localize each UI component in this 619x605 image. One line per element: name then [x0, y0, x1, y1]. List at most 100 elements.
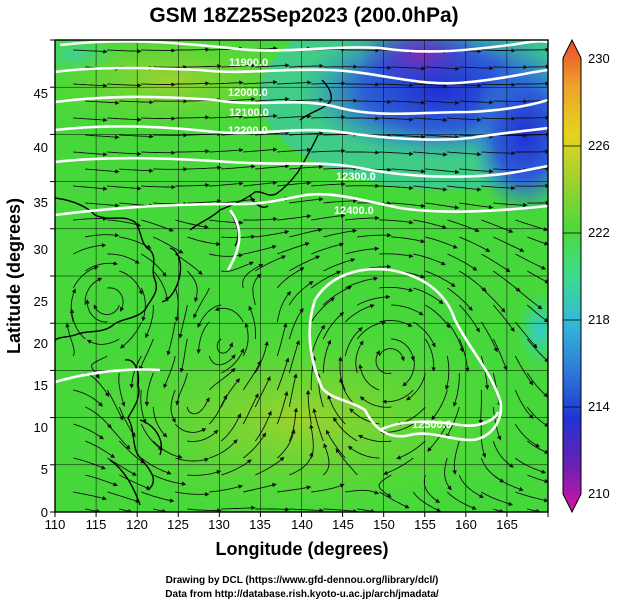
- streamline: [187, 165, 222, 170]
- streamline: [458, 304, 480, 333]
- streamline: [458, 474, 484, 498]
- streamline: [356, 320, 387, 340]
- streamline: [425, 100, 460, 106]
- x-tick-label: 135: [249, 517, 271, 532]
- streamline: [186, 397, 210, 415]
- streamline: [527, 474, 548, 484]
- streamline: [289, 97, 324, 102]
- streamline: [514, 321, 538, 349]
- streamline: [73, 491, 107, 501]
- streamline: [175, 115, 210, 120]
- streamline: [446, 491, 477, 510]
- streamline: [447, 287, 473, 311]
- streamline: [187, 508, 222, 512]
- streamline: [481, 150, 516, 156]
- streamline: [391, 134, 426, 140]
- contour-label-11900: 11900.0: [229, 57, 268, 69]
- streamline: [425, 66, 460, 71]
- streamline: [86, 338, 120, 345]
- streamline: [345, 150, 380, 155]
- streamline: [391, 66, 426, 71]
- streamline: [107, 491, 141, 503]
- streamline: [276, 391, 289, 425]
- streamline: [344, 327, 363, 357]
- streamline: [106, 389, 124, 421]
- colorbar-tick-label: 226: [588, 138, 610, 153]
- streamline: [345, 276, 379, 289]
- streamline: [277, 80, 312, 85]
- streamline: [175, 457, 210, 462]
- streamline: [73, 389, 103, 407]
- wind-streamlines: [65, 46, 548, 512]
- streamline: [515, 491, 548, 503]
- streamline: [322, 443, 330, 476]
- x-tick-label: 165: [496, 517, 518, 532]
- streamline: [209, 439, 238, 459]
- streamline: [379, 185, 414, 191]
- streamline: [452, 440, 460, 475]
- streamline: [311, 483, 345, 493]
- streamline: [405, 372, 426, 401]
- streamline: [166, 321, 176, 356]
- streamline: [119, 474, 151, 490]
- streamline: [153, 474, 187, 486]
- streamline: [277, 147, 312, 153]
- streamline: [459, 168, 494, 174]
- streamline: [221, 505, 256, 511]
- streamline: [242, 393, 259, 425]
- streamline: [402, 355, 415, 387]
- contour-label-12500: 12500.0: [412, 419, 452, 431]
- streamline: [527, 236, 548, 246]
- streamline: [447, 185, 482, 192]
- streamline: [85, 440, 116, 458]
- streamline: [107, 185, 142, 191]
- streamline: [379, 117, 414, 122]
- streamline: [493, 508, 505, 512]
- streamline: [175, 47, 210, 52]
- streamline: [379, 491, 410, 509]
- streamline: [311, 115, 346, 120]
- streamline: [425, 304, 451, 329]
- streamline: [141, 184, 176, 190]
- x-tick-labels: 110 115 120 125 130 135 140 145 150 155 …: [45, 517, 518, 532]
- streamline: [196, 321, 210, 354]
- streamline: [221, 197, 256, 204]
- contour-label-12200: 12200.0: [228, 125, 268, 137]
- axis-ticks: [50, 39, 549, 517]
- streamline: [515, 457, 547, 474]
- streamline: [323, 508, 358, 512]
- streamline: [357, 99, 392, 105]
- streamline: [93, 304, 120, 316]
- streamline: [357, 294, 391, 306]
- streamline: [107, 48, 142, 54]
- streamline: [492, 304, 515, 333]
- streamline: [208, 354, 236, 366]
- streamline: [289, 508, 324, 512]
- streamline: [221, 459, 252, 476]
- streamline: [187, 199, 222, 204]
- streamline: [527, 440, 548, 454]
- streamline: [345, 215, 380, 221]
- x-axis-label: Longitude (degrees): [215, 539, 388, 559]
- y-tick-label: 40: [34, 140, 48, 155]
- streamline: [106, 423, 131, 450]
- streamline: [243, 147, 278, 153]
- streamline: [289, 63, 324, 69]
- streamline: [187, 63, 222, 69]
- x-tick-label: 155: [414, 517, 436, 532]
- streamline: [118, 372, 126, 407]
- streamline: [305, 389, 312, 425]
- streamline: [311, 148, 346, 154]
- streamline: [413, 83, 448, 88]
- streamline: [425, 202, 460, 210]
- y-tick-labels: 0 5 10 15 20 25 30 35 40 45: [34, 86, 48, 520]
- streamline: [72, 265, 99, 289]
- streamline: [119, 99, 154, 105]
- lat-lon-grid: [55, 40, 548, 512]
- streamline: [459, 270, 487, 292]
- streamline: [73, 117, 108, 123]
- streamline: [277, 214, 312, 221]
- streamline: [140, 287, 146, 322]
- streamline: [73, 457, 106, 470]
- streamline: [163, 355, 176, 389]
